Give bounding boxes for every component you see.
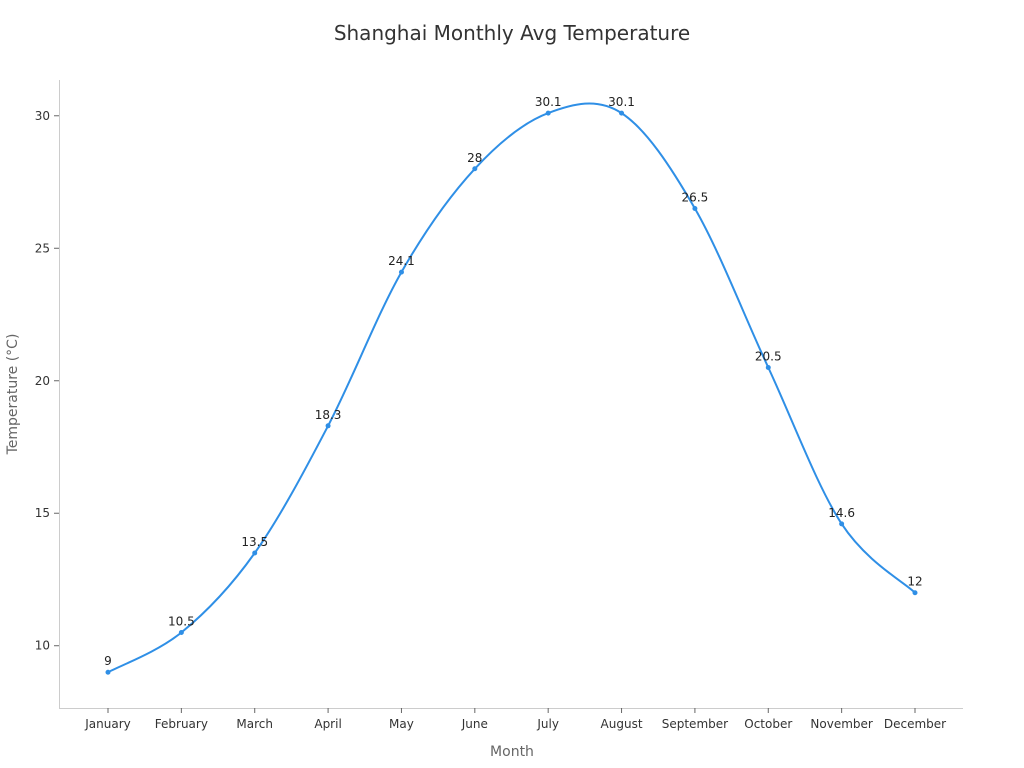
x-tick-label: November bbox=[810, 717, 872, 731]
data-point bbox=[545, 110, 551, 116]
y-tick-label: 30 bbox=[35, 109, 50, 123]
y-tick-label: 20 bbox=[35, 374, 50, 388]
data-label: 24.1 bbox=[388, 254, 415, 268]
x-tick-label: July bbox=[536, 717, 559, 731]
y-axis-title: Temperature (°C) bbox=[5, 334, 21, 456]
series-line bbox=[107, 102, 916, 674]
data-label: 30.1 bbox=[608, 95, 635, 109]
data-point bbox=[692, 206, 698, 212]
data-label: 13.5 bbox=[241, 535, 268, 549]
x-tick-label: April bbox=[314, 717, 341, 731]
data-label: 10.5 bbox=[168, 614, 195, 628]
data-point bbox=[619, 110, 625, 116]
data-point bbox=[839, 521, 845, 527]
data-label: 9 bbox=[104, 654, 112, 668]
chart-title: Shanghai Monthly Avg Temperature bbox=[334, 21, 690, 45]
x-axis-title: Month bbox=[490, 744, 534, 760]
data-point bbox=[252, 550, 258, 556]
x-tick-label: March bbox=[236, 717, 273, 731]
data-label: 28 bbox=[467, 151, 482, 165]
x-tick-label: May bbox=[389, 717, 414, 731]
data-point bbox=[105, 669, 111, 675]
data-label: 14.6 bbox=[828, 506, 855, 520]
x-tick-label: September bbox=[662, 717, 728, 731]
data-label: 18.3 bbox=[315, 408, 342, 422]
data-label: 20.5 bbox=[755, 350, 782, 364]
data-point bbox=[398, 269, 404, 275]
data-point bbox=[472, 166, 478, 172]
x-tick-label: January bbox=[84, 717, 131, 731]
data-label: 30.1 bbox=[535, 95, 562, 109]
x-tick-label: June bbox=[461, 717, 488, 731]
data-label: 26.5 bbox=[682, 191, 709, 205]
x-tick-label: December bbox=[884, 717, 946, 731]
y-tick-label: 10 bbox=[35, 639, 50, 653]
y-tick-label: 25 bbox=[35, 241, 50, 255]
data-point bbox=[178, 629, 184, 635]
x-tick-label: October bbox=[744, 717, 792, 731]
x-tick-label: February bbox=[155, 717, 208, 731]
data-point bbox=[765, 365, 771, 371]
data-label: 12 bbox=[907, 575, 922, 589]
x-tick-label: August bbox=[601, 717, 643, 731]
y-tick-label: 15 bbox=[35, 506, 50, 520]
data-point bbox=[912, 590, 918, 596]
data-point bbox=[325, 423, 331, 429]
